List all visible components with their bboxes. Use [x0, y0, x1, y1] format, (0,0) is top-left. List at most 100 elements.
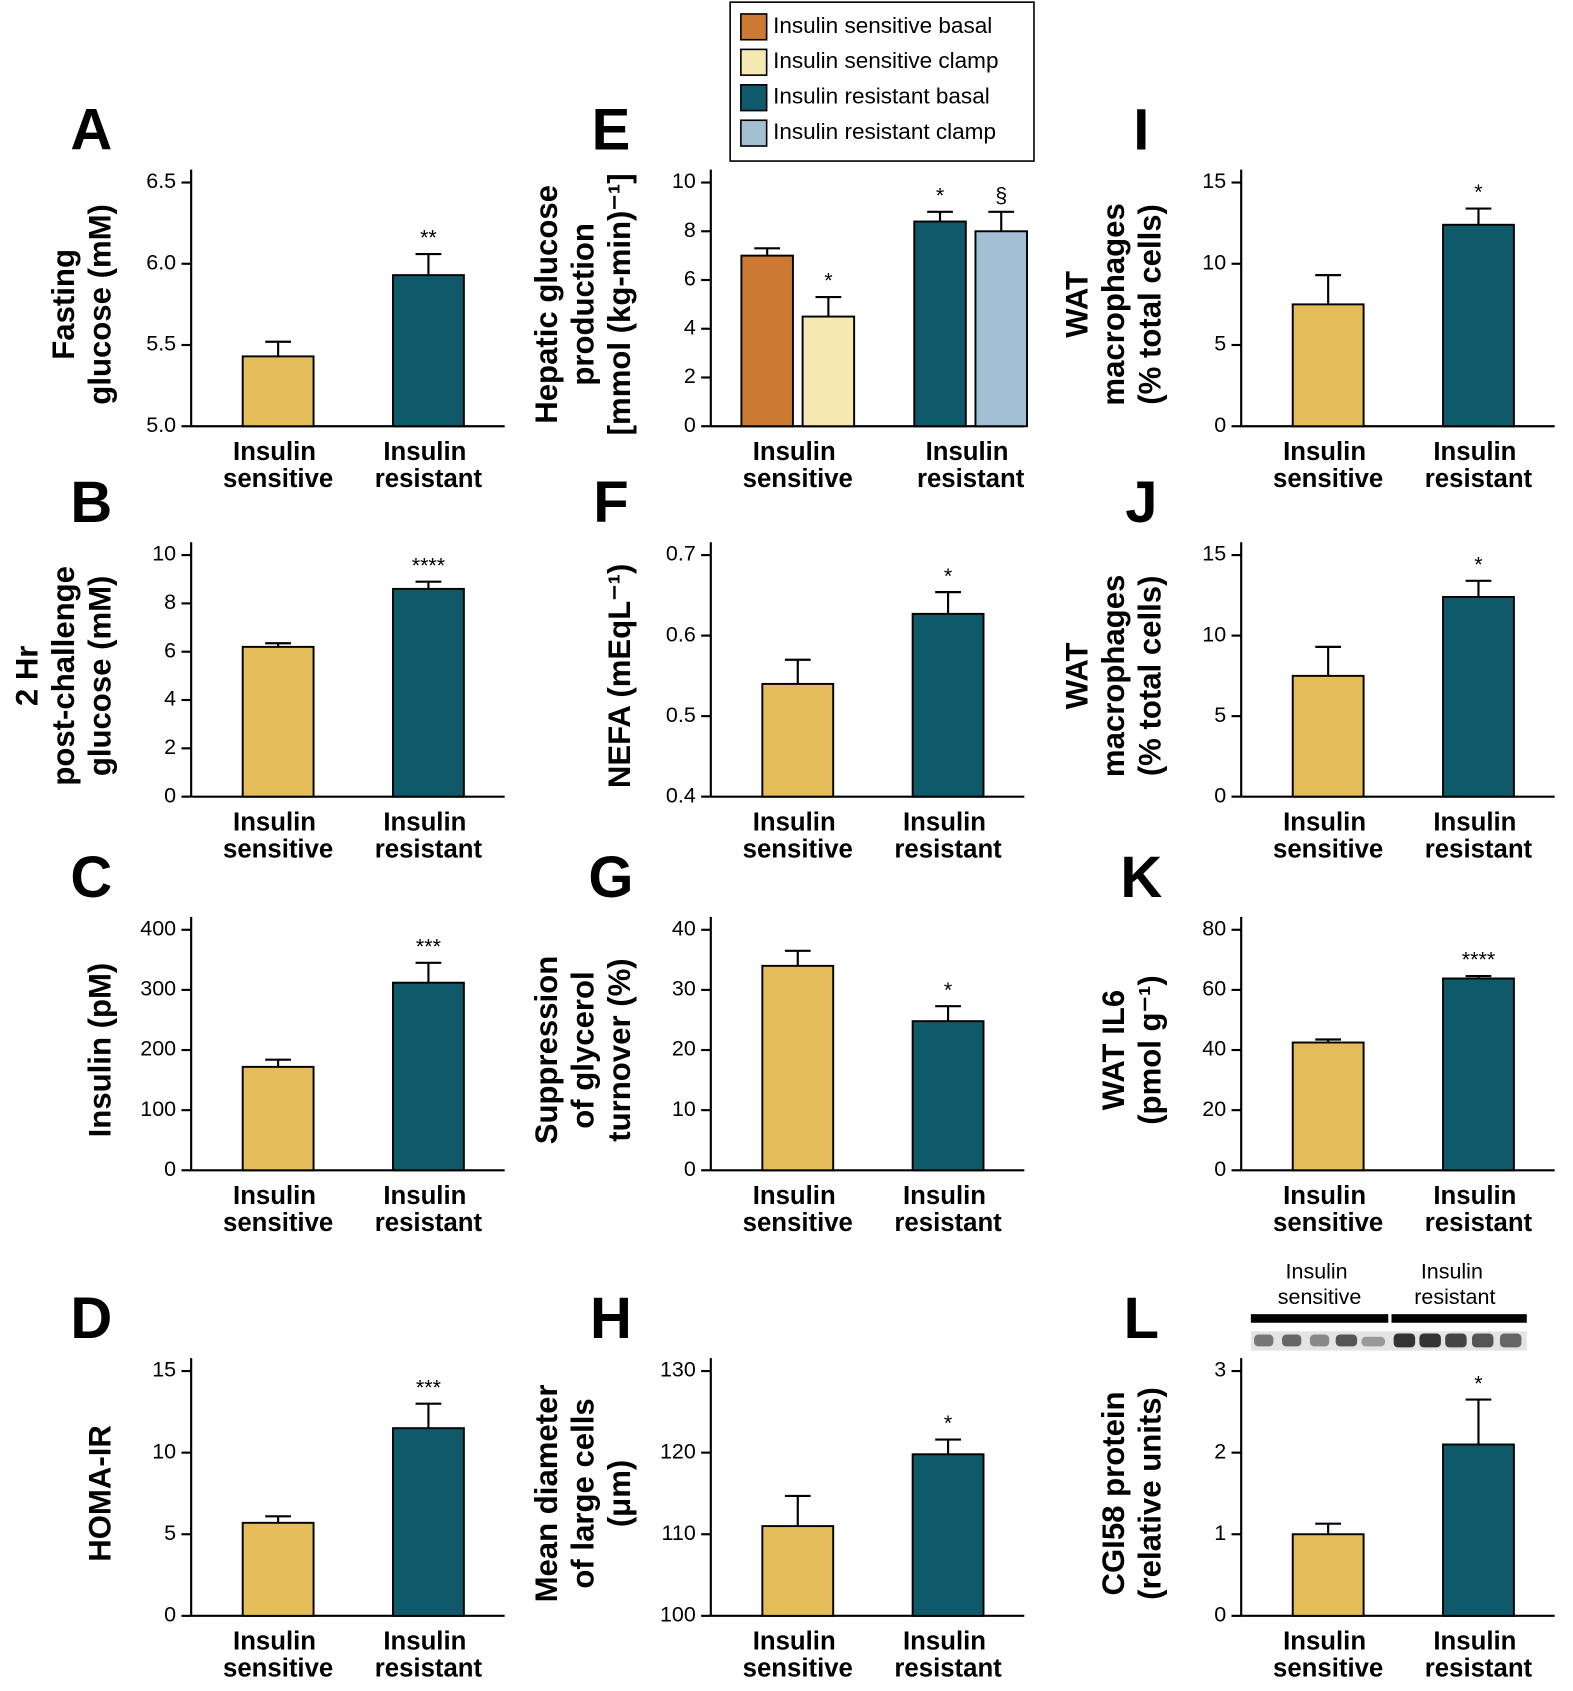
error-bar: [1465, 975, 1492, 979]
bar: [1442, 977, 1515, 1172]
legend-box: [729, 1, 1035, 162]
error-bar: [988, 210, 1015, 232]
y-tick-label: 6: [164, 638, 176, 662]
error-bar: [265, 642, 292, 647]
y-axis-label: glucose (mM): [82, 204, 117, 405]
significance-label: *: [936, 183, 945, 207]
significance-label: ***: [416, 1375, 442, 1399]
x-tick-label: Insulin resistant: [917, 438, 1025, 493]
bar: [911, 1453, 985, 1617]
y-tick-label: 20: [1202, 1097, 1226, 1121]
bar: [911, 1020, 985, 1172]
y-tick-label: 2: [164, 735, 176, 759]
error-bar: [935, 591, 961, 614]
blot-label: Insulin sensitive: [1278, 1259, 1362, 1309]
y-tick-label: 5: [164, 1521, 176, 1545]
significance-label: §: [995, 183, 1007, 207]
significance-label: *: [944, 564, 953, 588]
x-tick-label: Insulin sensitive: [223, 1182, 333, 1237]
y-axis-label: of large cells: [565, 1398, 600, 1588]
x-tick-label: Insulin sensitive: [743, 438, 853, 493]
y-axis-label: Hepatic glucose: [529, 185, 564, 424]
y-tick-label: 5: [1214, 703, 1226, 727]
bar: [1442, 223, 1515, 428]
y-axis-label: (relative units): [1132, 1387, 1167, 1600]
y-tick-label: 400: [140, 916, 176, 940]
y-axis-label: WAT: [1059, 642, 1094, 709]
y-tick-label: 120: [660, 1439, 696, 1463]
x-tick-label: Insulin sensitive: [223, 438, 333, 493]
y-tick-label: 0: [684, 1157, 696, 1181]
legend-label: Insulin resistant clamp: [773, 119, 996, 144]
y-tick-label: 15: [1202, 542, 1226, 566]
significance-label: ****: [412, 553, 446, 577]
error-bar: [927, 210, 953, 222]
y-tick-label: 0: [684, 413, 696, 437]
y-tick-label: 0.4: [666, 783, 696, 807]
error-bar: [1465, 579, 1492, 597]
x-tick-label: Insulin resistant: [375, 808, 483, 863]
panel-letter: A: [70, 99, 112, 163]
bar: [761, 682, 835, 798]
x-tick-label: Insulin resistant: [894, 808, 1002, 863]
y-tick-label: 10: [672, 1097, 696, 1121]
bar: [1291, 674, 1365, 798]
x-tick-label: Insulin sensitive: [743, 1182, 853, 1237]
y-axis-label: (pmol g⁻¹): [1132, 975, 1167, 1125]
error-bar: [784, 949, 811, 966]
bar: [392, 587, 465, 798]
y-tick-label: 10: [152, 542, 176, 566]
error-bar: [415, 252, 442, 276]
x-tick-label: Insulin sensitive: [1273, 1627, 1383, 1682]
bar: [761, 964, 835, 1172]
y-tick-label: 10: [1202, 622, 1226, 646]
legend-swatch: [740, 84, 768, 112]
error-bar: [265, 340, 292, 357]
legend-label: Insulin sensitive basal: [773, 13, 992, 38]
y-axis-label: Mean diameter: [529, 1384, 564, 1602]
y-axis-label: Fasting: [46, 249, 81, 360]
significance-label: ****: [1462, 948, 1496, 972]
y-tick-label: 100: [660, 1603, 696, 1627]
y-tick-label: 6.5: [146, 169, 176, 193]
y-axis-label: 2 Hr: [9, 646, 44, 707]
panel-letter: F: [593, 471, 628, 535]
x-tick-label: Insulin sensitive: [743, 808, 853, 863]
x-tick-label: Insulin resistant: [1425, 438, 1533, 493]
y-tick-label: 40: [1202, 1037, 1226, 1061]
bar: [801, 315, 856, 428]
bar: [740, 254, 794, 428]
error-bar: [1315, 1522, 1342, 1535]
y-axis-label: NEFA (mEqL⁻¹): [602, 564, 637, 788]
bar: [392, 1427, 465, 1617]
bar: [761, 1525, 835, 1617]
y-axis-label: CGI58 protein: [1096, 1391, 1131, 1595]
x-tick-label: Insulin resistant: [375, 438, 483, 493]
x-tick-label: Insulin resistant: [894, 1627, 1002, 1682]
y-tick-label: 10: [1202, 250, 1226, 274]
x-tick-label: Insulin sensitive: [1273, 1182, 1383, 1237]
y-tick-label: 15: [1202, 169, 1226, 193]
x-tick-label: Insulin resistant: [1425, 808, 1533, 863]
y-tick-label: 6: [684, 267, 696, 291]
y-axis-label: glucose (mM): [82, 576, 117, 777]
y-tick-label: 100: [140, 1097, 176, 1121]
error-bar: [784, 1494, 811, 1527]
bar: [241, 1065, 315, 1172]
y-axis-label: post-challenge: [46, 566, 81, 786]
y-tick-label: 6.0: [146, 250, 176, 274]
panel-letter: H: [590, 1287, 632, 1351]
error-bar: [1465, 1398, 1492, 1445]
y-axis-label: (μm): [602, 1460, 637, 1527]
y-tick-label: 0: [1214, 413, 1226, 437]
y-tick-label: 60: [1202, 977, 1226, 1001]
y-tick-label: 0: [164, 1157, 176, 1181]
x-tick-label: Insulin resistant: [375, 1627, 483, 1682]
legend-swatch: [740, 48, 768, 76]
panel-letter: E: [592, 99, 631, 163]
bar: [392, 274, 465, 428]
y-tick-label: 200: [140, 1037, 176, 1061]
y-tick-label: 130: [660, 1358, 696, 1382]
y-tick-label: 0: [1214, 783, 1226, 807]
